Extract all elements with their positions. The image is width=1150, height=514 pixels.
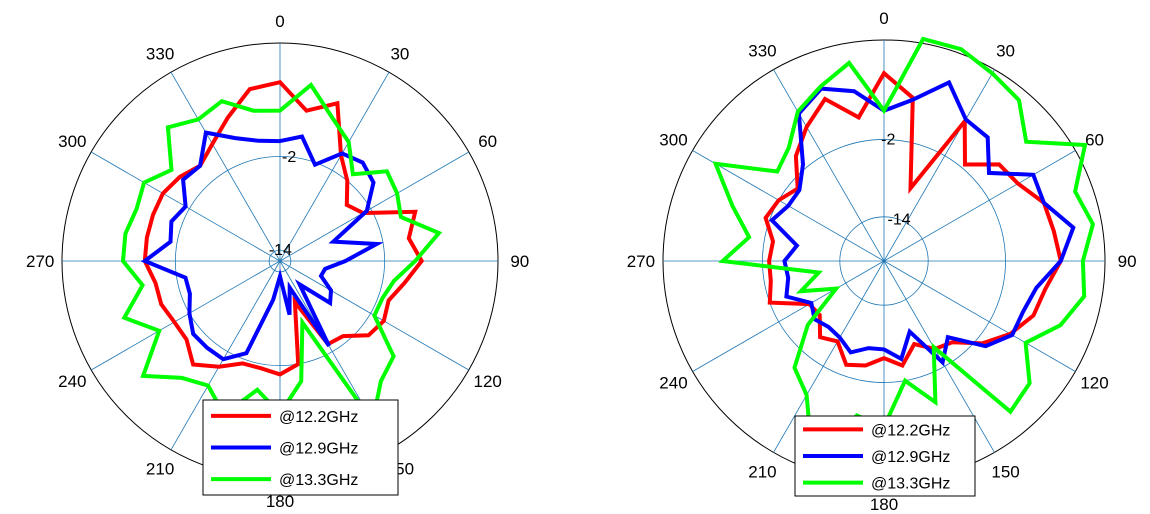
legend-label-2: @12.9GHz xyxy=(871,449,950,466)
series-line-1 xyxy=(763,70,1063,369)
angle-label-120: 120 xyxy=(1080,374,1108,393)
angle-label-180: 180 xyxy=(266,492,294,511)
spoke-330 xyxy=(170,72,281,262)
angle-label-30: 30 xyxy=(390,44,409,63)
legend: @12.2GHz @12.9GHz @13.3GHz xyxy=(794,415,976,497)
angle-label-270: 270 xyxy=(26,252,54,271)
spoke-240 xyxy=(91,260,281,371)
angle-label-90: 90 xyxy=(510,252,529,271)
spoke-60 xyxy=(883,150,1076,262)
angle-label-330: 330 xyxy=(146,44,174,63)
radial-label--14: -14 xyxy=(269,242,292,259)
angle-label-300: 300 xyxy=(58,132,86,151)
radial-label--2: -2 xyxy=(881,132,895,149)
legend-label-3: @13.3GHz xyxy=(279,472,358,489)
angle-label-270: 270 xyxy=(627,252,655,271)
angle-label-0: 0 xyxy=(879,9,888,28)
angle-label-210: 210 xyxy=(146,460,174,479)
angle-label-210: 210 xyxy=(748,463,776,482)
angle-label-0: 0 xyxy=(275,12,284,31)
angle-label-120: 120 xyxy=(473,372,501,391)
spoke-210 xyxy=(170,260,281,450)
spoke-120 xyxy=(883,260,1076,372)
legend-label-2: @12.9GHz xyxy=(279,441,358,458)
polar-chart-left: 0306090120150180210240270300330-14-2@12.… xyxy=(26,12,529,511)
angle-label-60: 60 xyxy=(478,132,497,151)
radial-label--14: -14 xyxy=(888,211,911,228)
polar-chart-right: 0 30 60 90 120 150 180 210 240 270 300 330 -14 -2 @12.… xyxy=(627,9,1137,514)
angle-label-90: 90 xyxy=(1118,252,1137,271)
angle-label-60: 60 xyxy=(1085,130,1104,149)
legend-label-1: @12.2GHz xyxy=(871,422,950,439)
series-line-2 xyxy=(140,130,384,362)
legend: @12.2GHz @12.9GHz @13.3GHz xyxy=(202,399,399,496)
spoke-60 xyxy=(279,151,469,262)
angle-label-300: 300 xyxy=(659,130,687,149)
angle-label-150: 150 xyxy=(991,463,1019,482)
spoke-30 xyxy=(279,72,390,262)
spoke-240 xyxy=(692,260,885,372)
angle-label-330: 330 xyxy=(748,41,776,60)
radial-label--2: -2 xyxy=(282,149,296,166)
angle-label-240: 240 xyxy=(659,374,687,393)
angle-label-240: 240 xyxy=(58,372,86,391)
series-line-2 xyxy=(768,79,1076,367)
angle-label-180: 180 xyxy=(870,495,898,514)
legend-label-1: @12.2GHz xyxy=(279,409,358,426)
spoke-30 xyxy=(883,69,995,262)
spoke-330 xyxy=(773,69,885,262)
spoke-210 xyxy=(773,260,885,453)
legend-label-3: @13.3GHz xyxy=(871,476,950,493)
angle-label-30: 30 xyxy=(996,41,1015,60)
